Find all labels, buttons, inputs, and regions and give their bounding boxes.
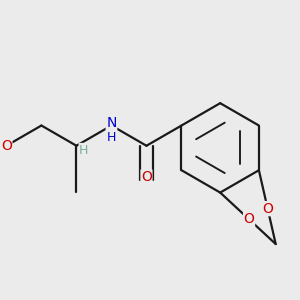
Text: O: O (1, 139, 12, 153)
Text: H: H (107, 131, 116, 144)
Text: H: H (79, 143, 88, 157)
Text: N: N (106, 116, 117, 130)
Text: O: O (244, 212, 254, 226)
Text: O: O (141, 170, 152, 184)
Text: O: O (262, 202, 273, 216)
